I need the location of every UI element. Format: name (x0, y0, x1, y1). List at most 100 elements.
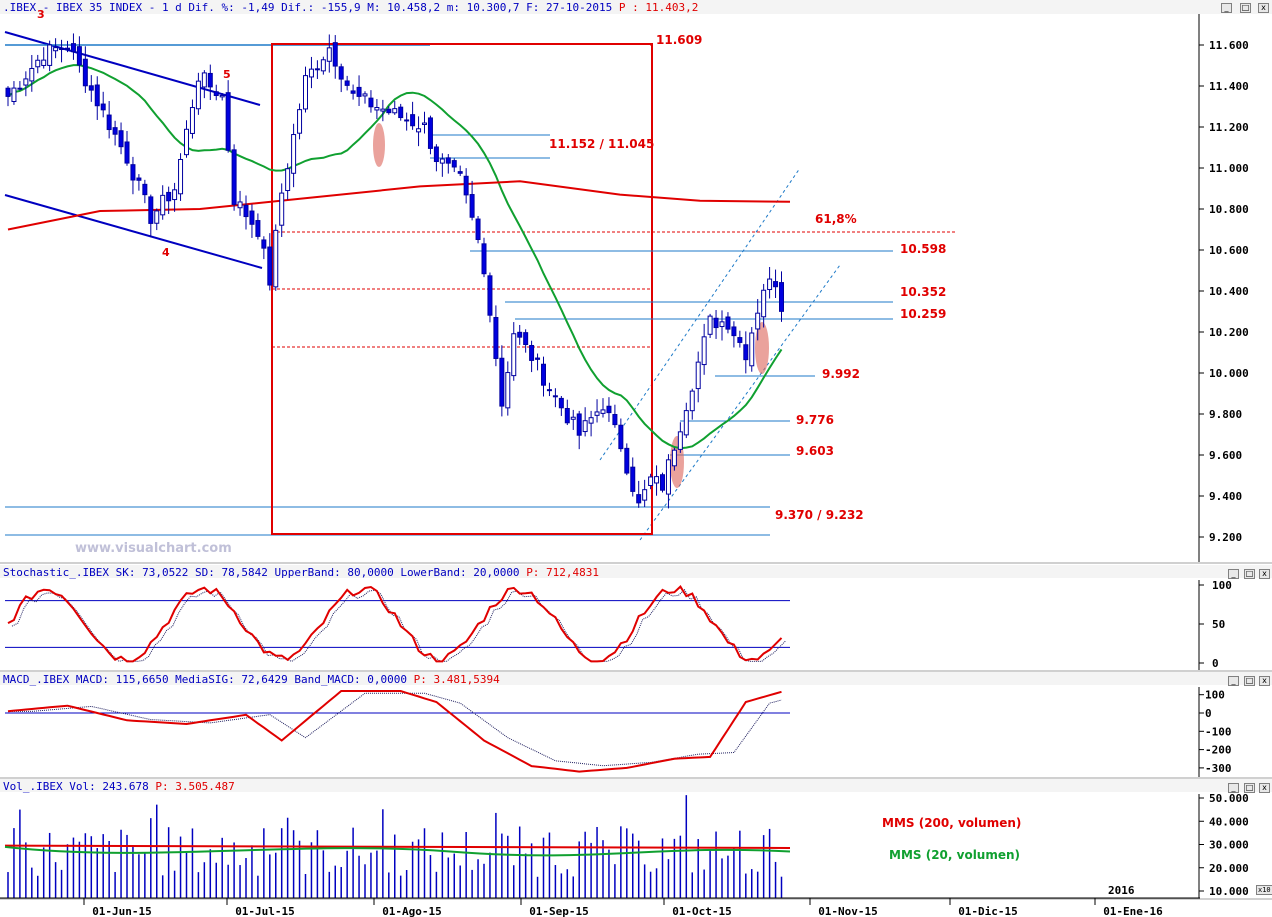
candle-body (743, 344, 749, 361)
volume-legend-ma20: MMS (20, volumen) (889, 848, 1021, 862)
x-tick-label: 01-Jun-15 (92, 905, 152, 917)
volume-scale-badge[interactable]: x10 (1256, 885, 1272, 895)
maximize-button[interactable]: □ (1240, 3, 1251, 13)
volume-minimize-button[interactable]: _ (1228, 783, 1239, 793)
stochastic-tick-label: 50 (1212, 618, 1225, 631)
candle-body (53, 47, 59, 52)
y-tick-label: 9.800 (1209, 408, 1242, 421)
x-tick-label: 01-Jul-15 (235, 905, 295, 917)
candle-body (368, 97, 374, 108)
highlight-ellipse (755, 322, 769, 374)
macd-tick-label: -200 (1205, 744, 1232, 757)
candle-body (392, 108, 398, 114)
candle-body (433, 146, 439, 163)
candle-body (445, 157, 451, 164)
candle-body (404, 119, 410, 122)
candle-body (59, 48, 65, 51)
candle-body (112, 127, 118, 135)
candle-body (94, 84, 100, 107)
candle-body (166, 191, 172, 202)
candle-body (297, 109, 303, 134)
candle-body (564, 407, 570, 424)
header-extra-text: P : 11.403,2 (618, 1, 699, 14)
candle-body (303, 75, 308, 110)
level-label: 9.776 (796, 413, 834, 427)
volume-title-bar (0, 779, 1272, 792)
macd-signal-line (8, 692, 782, 767)
candle-body (618, 424, 624, 450)
candle-body (106, 114, 112, 131)
candle-body (612, 414, 618, 426)
y-tick-label: 10.000 (1209, 367, 1249, 380)
candle-body (320, 59, 326, 72)
candle-body (88, 85, 94, 91)
minimize-button[interactable]: _ (1221, 3, 1232, 13)
macd-tick-label: -300 (1205, 762, 1232, 775)
candle-body (189, 107, 195, 134)
candle-body (76, 46, 82, 66)
candle-body (665, 459, 671, 495)
candle-body (41, 59, 47, 66)
volume-tick-label: 20.000 (1209, 862, 1249, 875)
candle-body (17, 87, 23, 90)
macd-maximize-button[interactable]: □ (1244, 676, 1255, 686)
candle-body (487, 275, 493, 316)
candle-body (630, 466, 636, 492)
candle-body (291, 134, 297, 174)
candle-body (761, 289, 767, 318)
candle-body (184, 128, 189, 156)
volume-tick-label: 10.000 (1209, 885, 1249, 898)
volume-close-button[interactable]: x (1259, 783, 1270, 793)
level-label: 11.152 / 11.045 (549, 137, 654, 151)
candle-body (439, 158, 445, 164)
candle-body (225, 92, 231, 151)
candle-body (511, 333, 517, 377)
close-button[interactable]: x (1258, 3, 1269, 13)
candle-body (475, 218, 481, 240)
candle-body (136, 177, 142, 181)
macd-header-text: MACD_.IBEX MACD: 115,6650 MediaSIG: 72,6… (3, 673, 407, 686)
macd-tick-label: -100 (1205, 725, 1232, 738)
candle-body (535, 357, 541, 360)
volume-maximize-button[interactable]: □ (1244, 783, 1255, 793)
macd-title-bar (0, 672, 1272, 685)
volume-header-text: Vol_.IBEX Vol: 243.678 (3, 780, 149, 793)
candle-body (499, 357, 505, 407)
candle-body (588, 417, 594, 424)
candle-body (350, 90, 356, 94)
candle-body (195, 80, 201, 110)
candle-body (451, 160, 457, 168)
channel-upper-line (599, 167, 801, 461)
candle-body (5, 87, 11, 97)
candle-body (582, 420, 588, 433)
candle-body (332, 42, 338, 67)
candle-body (523, 332, 529, 346)
candle-body (213, 91, 219, 97)
candle-body (606, 405, 612, 414)
macd-tick-label: 0 (1205, 707, 1212, 720)
y-tick-label: 9.600 (1209, 449, 1242, 462)
header-symbol-text: .IBEX - IBEX 35 INDEX - 1 d Dif. %: -1,4… (3, 1, 613, 14)
candle-body (201, 72, 207, 88)
highlight-ellipse (373, 123, 385, 167)
candle-body (636, 494, 642, 504)
stochastic-maximize-button[interactable]: □ (1244, 569, 1255, 579)
y-tick-label: 9.400 (1209, 490, 1242, 503)
y-tick-label: 9.200 (1209, 531, 1242, 544)
volume-header: Vol_.IBEX Vol: 243.678 P: 3.505.487 (3, 780, 235, 793)
level-label: 10.598 (900, 242, 946, 256)
stochastic-minimize-button[interactable]: _ (1228, 569, 1239, 579)
candle-body (82, 58, 88, 87)
x-tick-label: 01-Sep-15 (529, 905, 589, 917)
macd-minimize-button[interactable]: _ (1228, 676, 1239, 686)
stochastic-close-button[interactable]: x (1259, 569, 1270, 579)
macd-close-button[interactable]: x (1259, 676, 1270, 686)
wave-label: 4 (162, 246, 170, 259)
candle-body (779, 282, 784, 312)
candle-body (642, 489, 648, 501)
candle-body (773, 281, 779, 288)
candle-body (493, 317, 499, 359)
candle-body (552, 395, 558, 398)
candle-body (713, 317, 719, 329)
candle-body (142, 183, 148, 196)
